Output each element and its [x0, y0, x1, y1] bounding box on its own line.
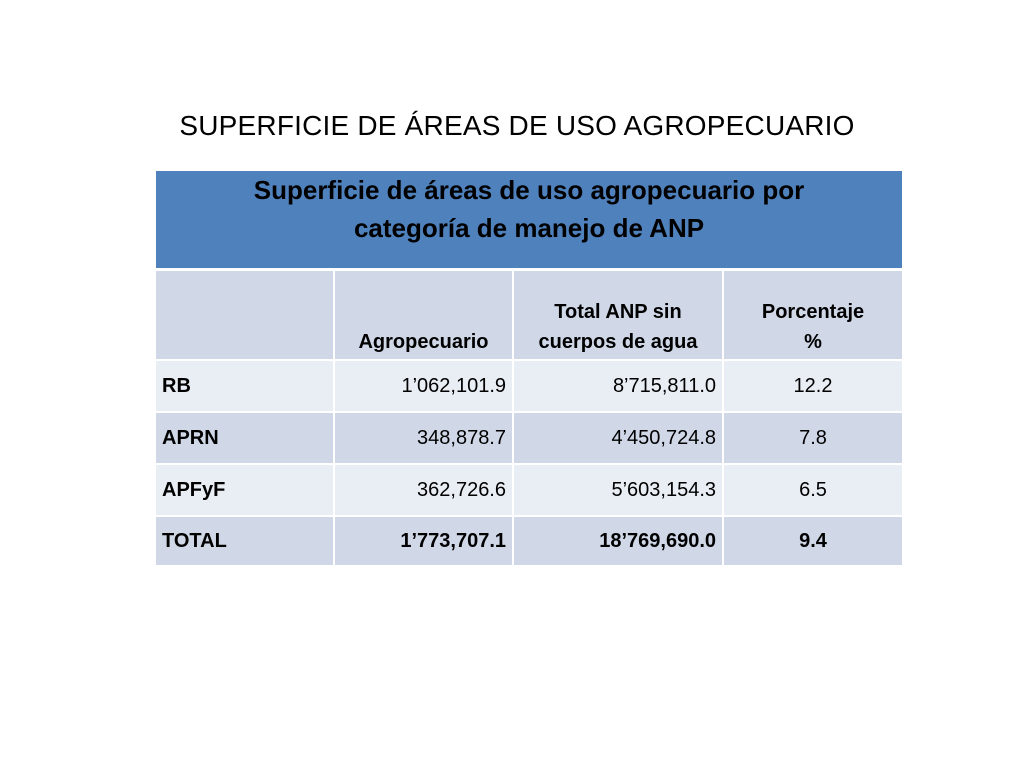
header-total-line-2: cuerpos de agua: [538, 331, 698, 353]
row-total: 4’450,724.8: [514, 411, 724, 463]
row-pct: 7.8: [724, 411, 903, 463]
row-total: 8’715,811.0: [514, 359, 724, 411]
row-pct: 12.2: [724, 359, 903, 411]
table-row-apfyf: APFyF 362,726.6 5’603,154.3 6.5: [156, 463, 903, 515]
row-total: 5’603,154.3: [514, 463, 724, 515]
row-pct: 6.5: [724, 463, 903, 515]
table-row-rb: RB 1’062,101.9 8’715,811.0 12.2: [156, 359, 903, 411]
slide-title: SUPERFICIE DE ÁREAS DE USO AGROPECUARIO: [179, 110, 855, 141]
row-agropecuario: 1’773,707.1: [335, 515, 514, 565]
header-total-line-1: Total ANP sin: [554, 301, 682, 323]
header-category: [156, 271, 335, 359]
row-agropecuario: 1’062,101.9: [335, 359, 514, 411]
header-pct-line-2: %: [804, 331, 822, 353]
row-category: APRN: [156, 411, 335, 463]
header-total-anp: Total ANP sin cuerpos de agua: [514, 271, 724, 359]
table-row-aprn: APRN 348,878.7 4’450,724.8 7.8: [156, 411, 903, 463]
header-agropecuario: Agropecuario: [335, 271, 514, 359]
row-agropecuario: 362,726.6: [335, 463, 514, 515]
header-porcentaje: Porcentaje %: [724, 271, 903, 359]
table-row-total: TOTAL 1’773,707.1 18’769,690.0 9.4: [156, 515, 903, 565]
banner-line-1: Superficie de áreas de uso agropecuario …: [253, 175, 805, 205]
row-category: TOTAL: [156, 515, 335, 565]
row-category: RB: [156, 359, 335, 411]
row-total: 18’769,690.0: [514, 515, 724, 565]
row-agropecuario: 348,878.7: [335, 411, 514, 463]
row-pct: 9.4: [724, 515, 903, 565]
header-agropecuario-label: Agropecuario: [358, 331, 489, 353]
header-pct-line-1: Porcentaje: [761, 301, 865, 323]
table-banner: Superficie de áreas de uso agropecuario …: [156, 171, 903, 271]
banner-line-2: categoría de manejo de ANP: [353, 213, 705, 243]
row-category: APFyF: [156, 463, 335, 515]
agro-surface-table: Superficie de áreas de uso agropecuario …: [156, 171, 903, 565]
